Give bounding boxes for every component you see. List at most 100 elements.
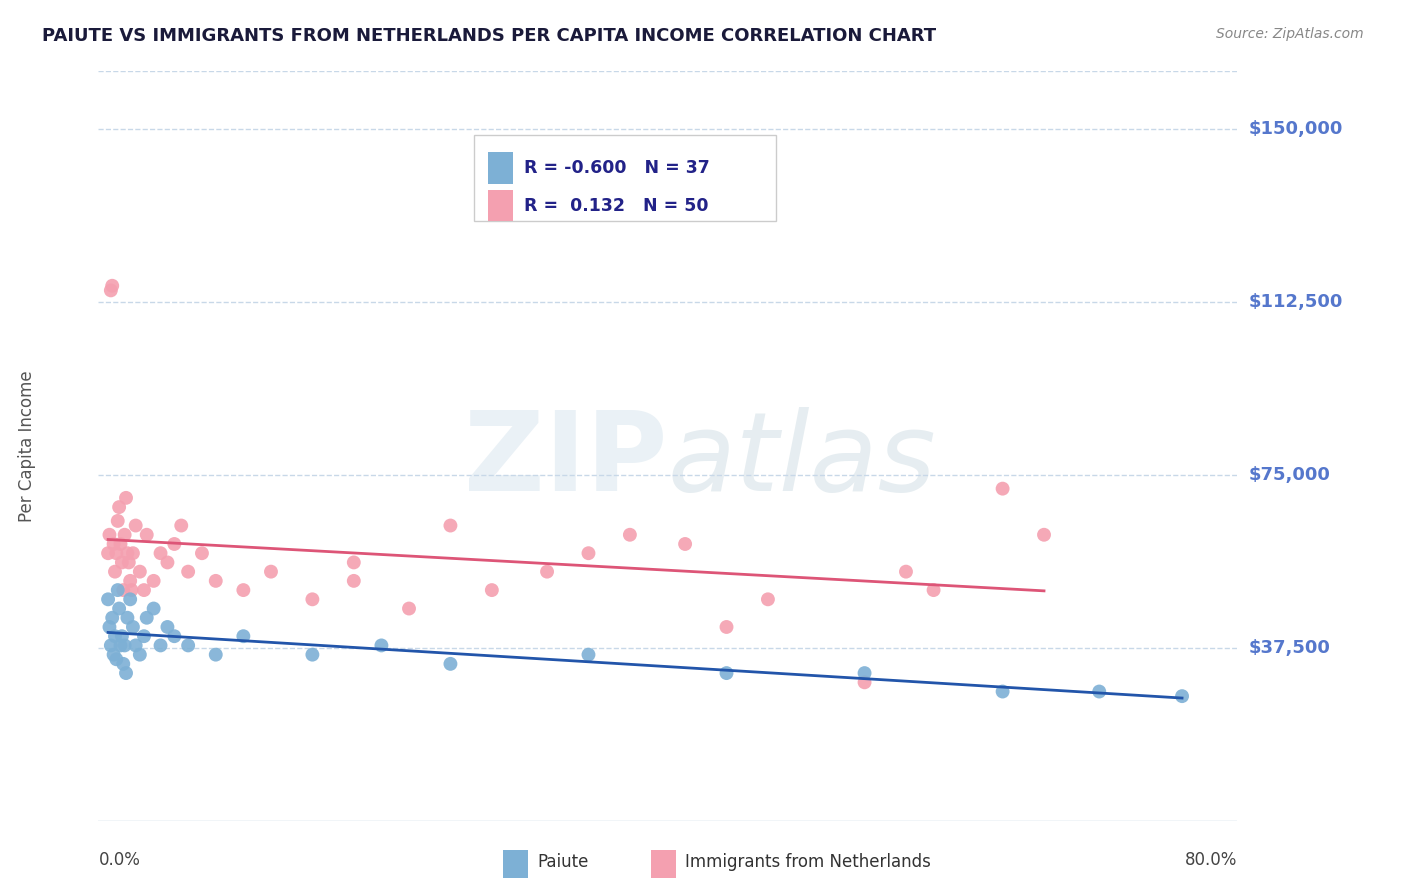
Point [97,546,120,560]
FancyBboxPatch shape [651,850,676,879]
Point [853,666,876,681]
Point [122,620,145,634]
Text: PAIUTE VS IMMIGRANTS FROM NETHERLANDS PER CAPITA INCOME CORRELATION CHART: PAIUTE VS IMMIGRANTS FROM NETHERLANDS PE… [42,27,936,45]
Text: Paiute: Paiute [537,853,588,871]
Point [232,583,254,598]
Point [125,518,148,533]
FancyBboxPatch shape [488,190,513,221]
Point [163,537,186,551]
Point [163,629,186,643]
Point [398,601,420,615]
Point [135,611,157,625]
Point [204,648,226,662]
Point [578,546,600,560]
Point [619,528,641,542]
Point [439,657,461,671]
Point [98,528,121,542]
Point [117,611,139,625]
Point [103,537,125,551]
Point [1088,684,1111,698]
Point [110,537,132,551]
Point [756,592,779,607]
Point [1171,689,1194,703]
Point [894,565,917,579]
Point [97,592,120,607]
Point [108,500,131,514]
Point [853,675,876,690]
Point [110,639,132,653]
Point [673,537,696,551]
Point [536,565,558,579]
Point [439,518,461,533]
Point [132,629,155,643]
Point [177,565,200,579]
Point [107,514,129,528]
Point [922,583,945,598]
Point [105,546,128,560]
Point [142,574,165,588]
Text: atlas: atlas [668,408,936,515]
Point [125,639,148,653]
FancyBboxPatch shape [474,135,776,221]
Point [107,583,129,598]
Point [121,583,143,598]
Point [108,601,131,615]
Point [128,648,150,662]
Point [101,278,124,293]
Point [481,583,503,598]
Point [142,601,165,615]
Text: $37,500: $37,500 [1249,639,1330,657]
Point [104,629,127,643]
Point [991,684,1014,698]
Point [149,639,172,653]
Point [204,574,226,588]
Point [104,565,127,579]
Point [112,657,135,671]
Point [100,284,122,298]
Point [343,556,366,570]
Point [103,648,125,662]
Text: $150,000: $150,000 [1249,120,1343,138]
Point [132,583,155,598]
Text: 0.0%: 0.0% [98,851,141,869]
Point [120,592,142,607]
Point [101,611,124,625]
Point [716,666,738,681]
Text: Per Capita Income: Per Capita Income [18,370,37,522]
Point [118,556,141,570]
Point [111,556,134,570]
Point [232,629,254,643]
Point [128,565,150,579]
Point [105,652,128,666]
Point [301,648,323,662]
Point [100,639,122,653]
Point [301,592,323,607]
Point [343,574,366,588]
Point [716,620,738,634]
Text: ZIP: ZIP [464,408,668,515]
Text: R =  0.132   N = 50: R = 0.132 N = 50 [524,197,709,215]
Point [98,620,121,634]
Point [122,546,145,560]
Point [115,666,138,681]
Point [191,546,214,560]
Point [578,648,600,662]
Point [991,482,1014,496]
Point [156,556,179,570]
Point [112,583,135,598]
Text: $112,500: $112,500 [1249,293,1343,311]
Point [370,639,392,653]
Point [135,528,157,542]
Text: Source: ZipAtlas.com: Source: ZipAtlas.com [1216,27,1364,41]
Text: $75,000: $75,000 [1249,466,1330,483]
Point [114,528,136,542]
Point [120,574,142,588]
Point [115,491,138,505]
Point [114,639,136,653]
Point [156,620,179,634]
Point [177,639,200,653]
FancyBboxPatch shape [488,152,513,184]
FancyBboxPatch shape [503,850,527,879]
Point [149,546,172,560]
Text: 80.0%: 80.0% [1185,851,1237,869]
